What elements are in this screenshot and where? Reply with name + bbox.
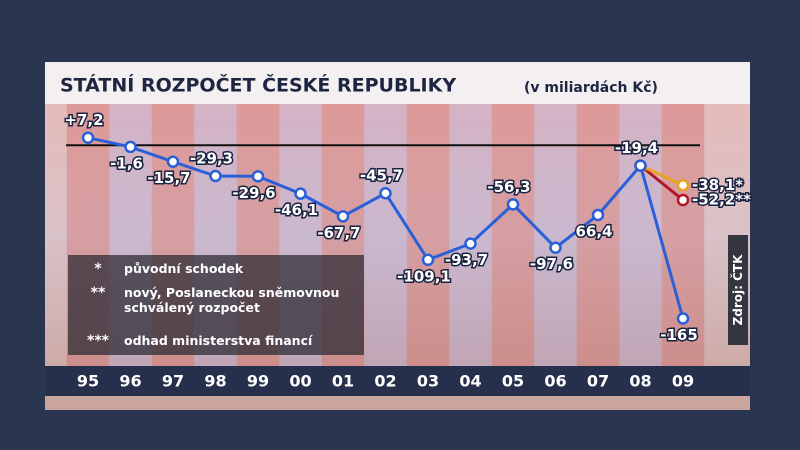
data-label: -19,4 bbox=[615, 139, 658, 157]
stripe bbox=[491, 104, 535, 366]
point bbox=[209, 169, 222, 183]
x-tick-label: 96 bbox=[119, 372, 141, 391]
legend-text: původní schodek bbox=[124, 261, 244, 276]
point bbox=[124, 140, 137, 154]
data-label: -67,7 bbox=[317, 224, 360, 242]
data-label: -56,3 bbox=[487, 178, 530, 196]
point bbox=[676, 312, 690, 325]
data-label: -45,7 bbox=[360, 167, 403, 185]
axis-band bbox=[45, 366, 750, 396]
legend-text: odhad ministerstva financí bbox=[124, 333, 313, 348]
x-tick-label: 09 bbox=[672, 372, 694, 391]
legend-symbol: * bbox=[94, 261, 102, 277]
point bbox=[464, 237, 477, 250]
legend: * původní schodek ** nový, Poslaneckou sněm… bbox=[68, 255, 364, 355]
data-label: -52,2** bbox=[692, 191, 751, 209]
x-tick-label: 99 bbox=[247, 372, 269, 391]
point bbox=[634, 159, 647, 172]
data-label: -15,7 bbox=[147, 169, 190, 187]
x-tick-label: 00 bbox=[289, 372, 311, 391]
stripe bbox=[449, 104, 492, 366]
point bbox=[506, 198, 520, 211]
point bbox=[676, 193, 690, 207]
point bbox=[81, 131, 95, 144]
data-label: -29,3 bbox=[190, 150, 233, 168]
chart-title: STÁTNÍ ROZPOČET ČESKÉ REPUBLIKY bbox=[60, 73, 456, 97]
data-label: -97,6 bbox=[530, 255, 573, 273]
legend-item: ** nový, Poslaneckou sněmovnou schválený … bbox=[72, 285, 362, 315]
legend-item: * původní schodek bbox=[72, 261, 362, 277]
source-box: Zdroj: ČTK bbox=[728, 235, 748, 345]
x-tick-label: 01 bbox=[332, 372, 354, 391]
x-tick-label: 02 bbox=[374, 372, 396, 391]
data-label: -109,1 bbox=[397, 267, 451, 285]
source: Zdroj: ČTK bbox=[731, 254, 745, 326]
x-tick-label: 95 bbox=[77, 372, 99, 391]
point bbox=[294, 187, 307, 200]
point bbox=[549, 241, 562, 254]
x-tick-label: 97 bbox=[162, 372, 184, 391]
title-band bbox=[45, 62, 750, 104]
data-label: 66,4 bbox=[575, 222, 612, 240]
data-label: -38,1* bbox=[692, 176, 743, 194]
point bbox=[251, 170, 265, 183]
data-label: -1,6 bbox=[110, 154, 143, 172]
x-tick-label: 04 bbox=[459, 372, 481, 391]
series-line bbox=[639, 164, 684, 187]
series-line bbox=[639, 164, 684, 202]
stripe bbox=[576, 104, 620, 366]
point bbox=[379, 186, 392, 200]
point bbox=[166, 155, 180, 168]
data-label: -93,7 bbox=[445, 251, 488, 269]
point bbox=[336, 210, 350, 223]
x-tick-label: 07 bbox=[587, 372, 609, 391]
chart-subtitle: (v miliardách Kč) bbox=[524, 80, 658, 96]
legend-symbol: ** bbox=[90, 285, 106, 301]
x-tick-label: 05 bbox=[502, 372, 524, 391]
point bbox=[421, 253, 435, 267]
point bbox=[676, 179, 690, 192]
x-tick-label: 98 bbox=[204, 372, 226, 391]
legend-text: nový, Poslaneckou sněmovnou schválený ro… bbox=[124, 285, 340, 315]
legend-item: *** odhad ministerstva financí bbox=[72, 333, 362, 349]
legend-symbol: *** bbox=[87, 333, 109, 349]
stripe bbox=[364, 104, 407, 366]
data-label: -165 bbox=[660, 326, 698, 344]
point bbox=[591, 208, 605, 222]
data-label: -46,1 bbox=[275, 201, 318, 219]
stripe bbox=[619, 104, 662, 366]
x-tick-label: 08 bbox=[629, 372, 651, 391]
data-label: +7,2 bbox=[64, 111, 103, 129]
x-tick-label: 06 bbox=[544, 372, 566, 391]
x-tick-label: 03 bbox=[417, 372, 439, 391]
data-label: -29,6 bbox=[232, 184, 275, 202]
